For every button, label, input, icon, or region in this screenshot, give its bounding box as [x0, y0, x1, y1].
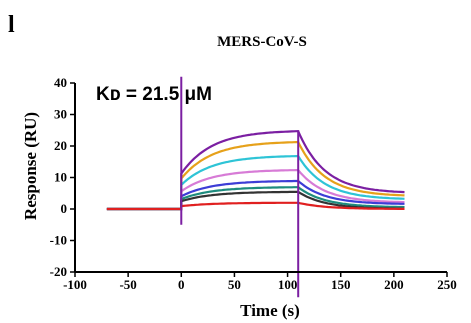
x-tick-label: 100: [278, 277, 298, 292]
x-ticks: -100 -50 0 50 100 150 200 250: [63, 272, 457, 292]
kd-annotation: Kᴅ = 21.5 μM: [96, 84, 212, 105]
plot-area: [106, 76, 405, 298]
x-tick-label: 150: [331, 277, 351, 292]
series-line: [106, 141, 405, 211]
x-tick-label: -50: [119, 277, 136, 292]
x-tick-label: -100: [63, 277, 87, 292]
x-axis-title: Time (s): [240, 301, 300, 320]
panel-label: l: [8, 12, 15, 38]
x-tick-label: 0: [178, 277, 185, 292]
y-tick-label: 30: [54, 107, 67, 122]
series-line: [106, 186, 405, 211]
x-tick-label: 200: [384, 277, 404, 292]
y-tick-label: -10: [50, 233, 67, 248]
y-axis-title: Response (RU): [21, 112, 40, 220]
y-tick-label: 20: [54, 138, 67, 153]
series-line: [106, 169, 405, 211]
y-tick-label: -20: [50, 264, 67, 279]
x-tick-label: 250: [437, 277, 457, 292]
series-line: [106, 179, 405, 211]
y-tick-label: 40: [54, 75, 67, 90]
series-line: [106, 201, 405, 211]
x-tick-label: 50: [228, 277, 241, 292]
series-line: [106, 130, 405, 211]
y-ticks: -20 -10 0 10 20 30 40: [50, 75, 75, 279]
y-tick-label: 10: [54, 170, 67, 185]
y-tick-label: 0: [61, 201, 68, 216]
series-line: [106, 155, 405, 211]
chart-title: MERS-CoV-S: [217, 34, 307, 50]
axes: [74, 83, 447, 273]
